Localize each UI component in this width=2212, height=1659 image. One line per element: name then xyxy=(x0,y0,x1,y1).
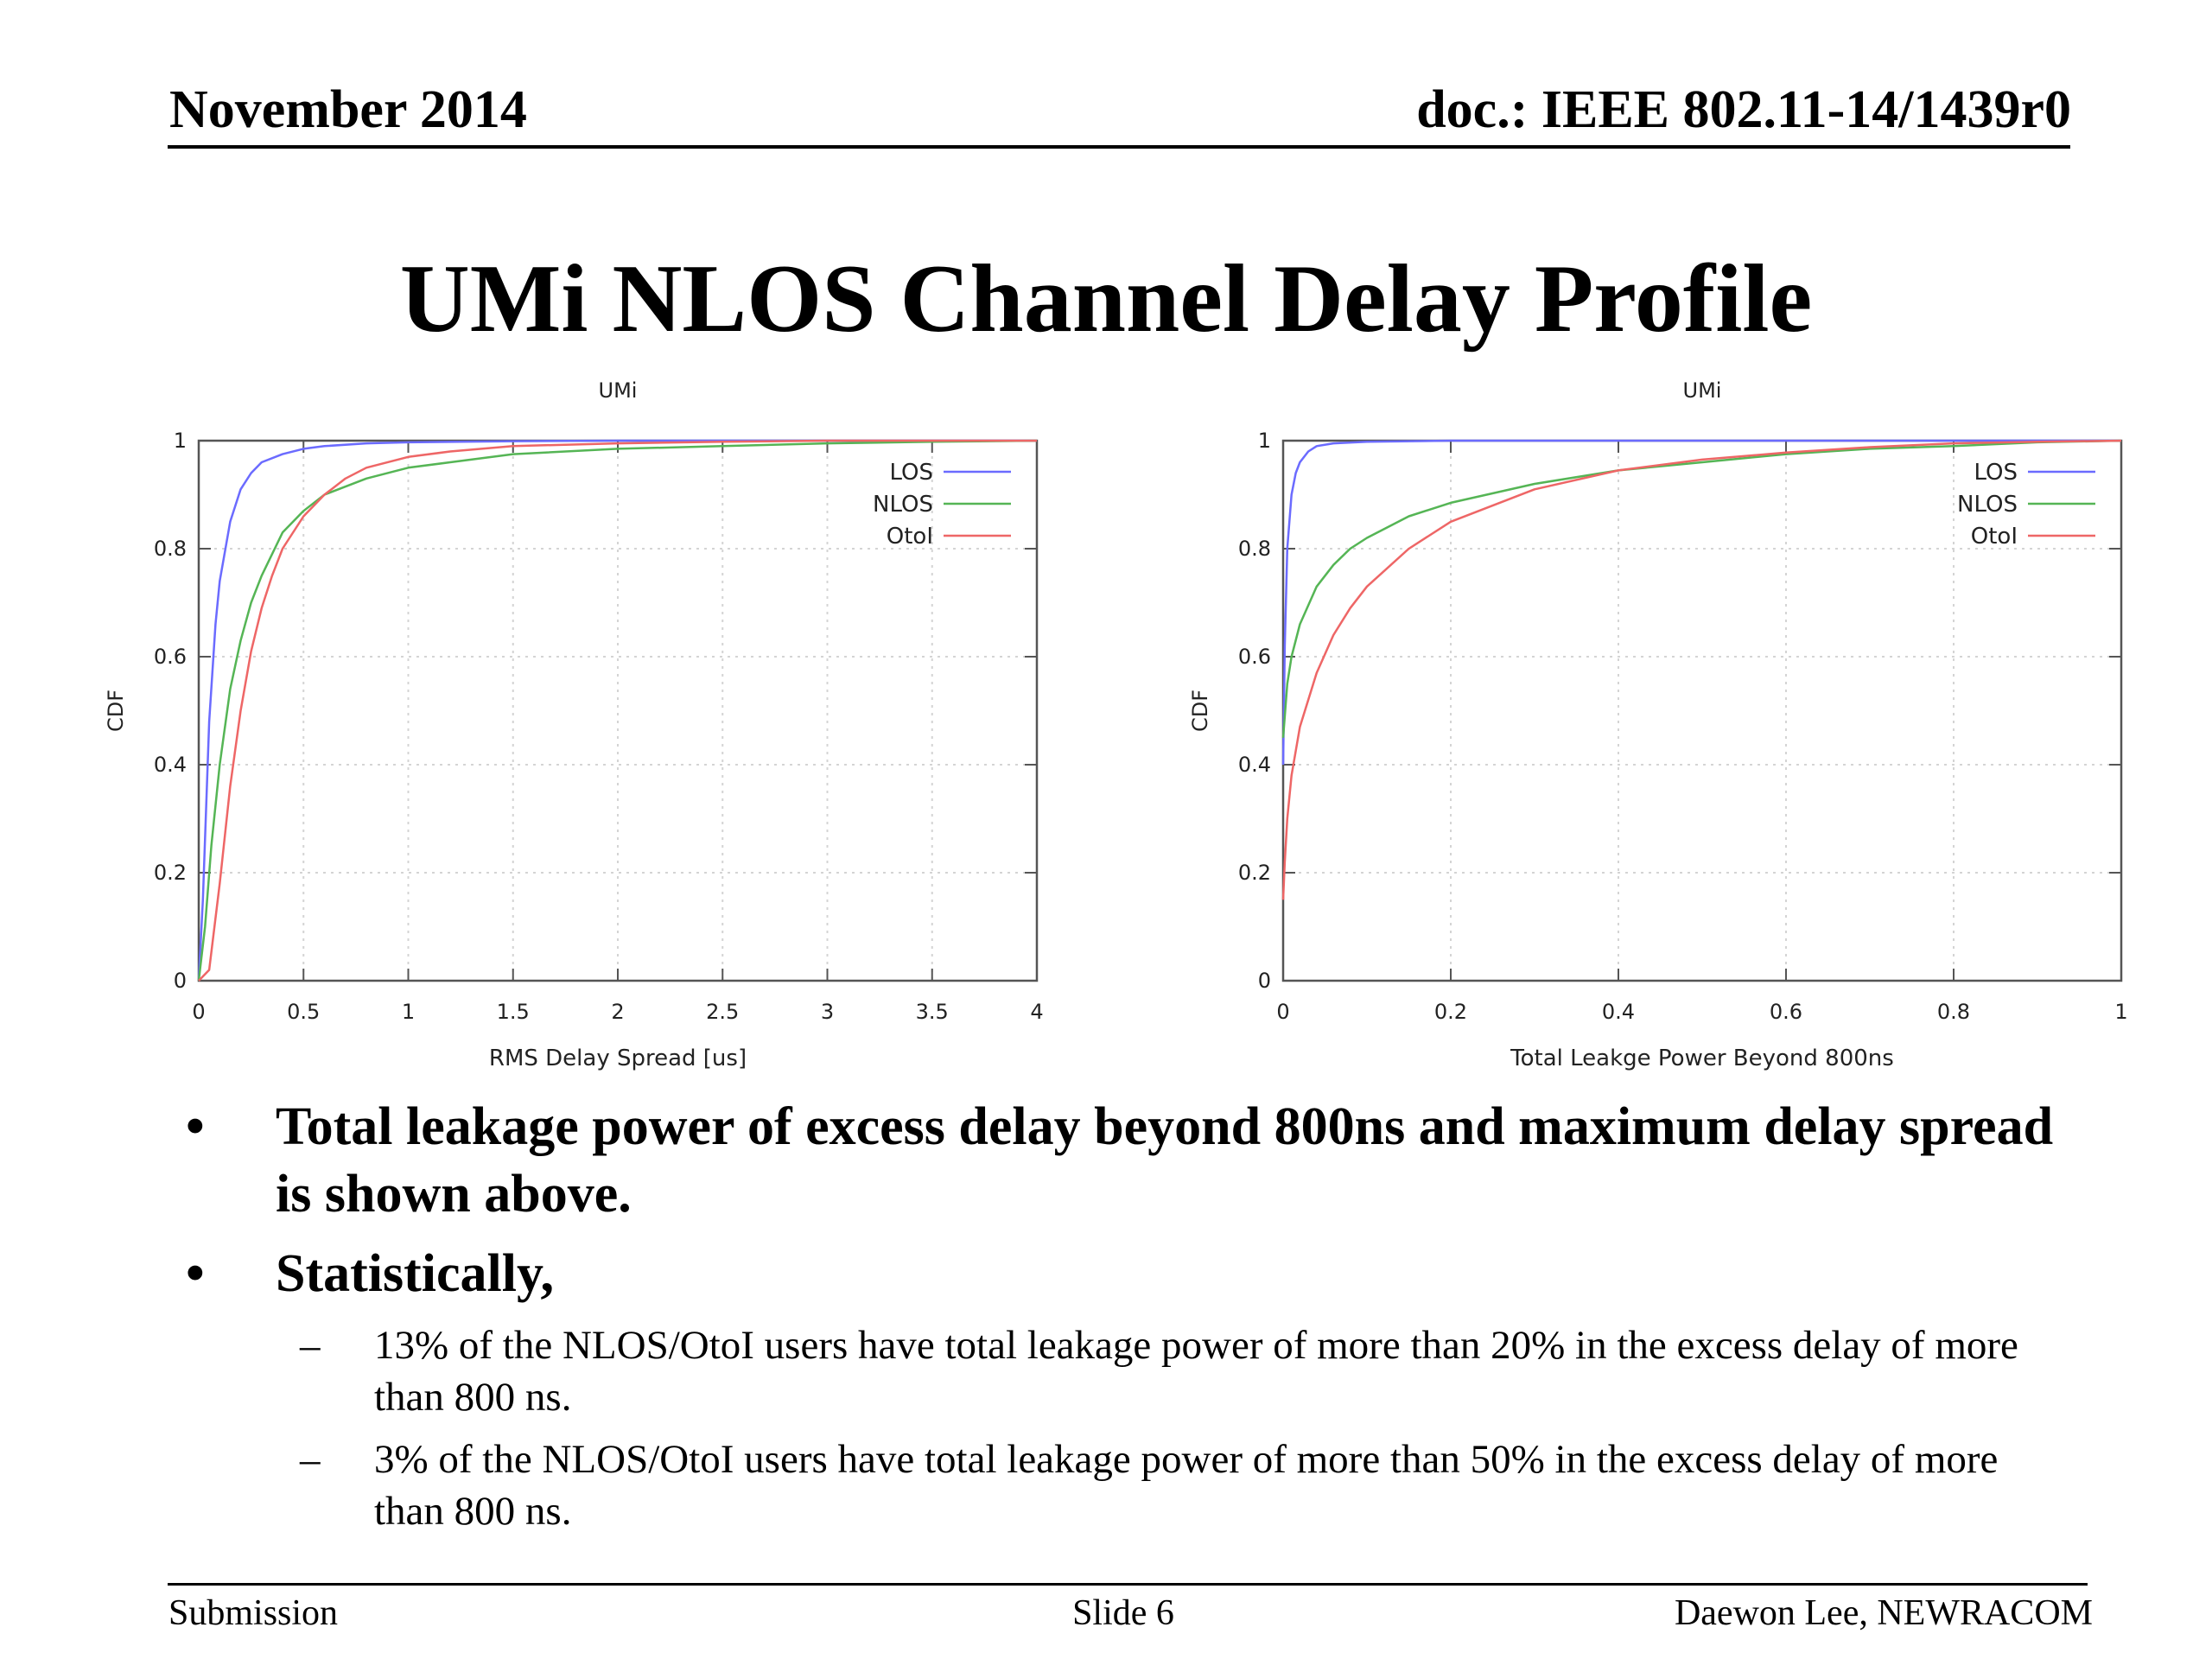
legend-label: LOS xyxy=(1974,460,2018,486)
bullet-item: • Statistically, xyxy=(186,1240,2061,1307)
footer-submission: Submission xyxy=(168,1593,339,1633)
chart-leakage-power: UMi 0 0.2 0.4 0.6 0.8 1 0 0.2 0.4 0.6 0.8 1 LOS NLOS Ot… xyxy=(1188,378,2128,1071)
x-tick-label: 1 xyxy=(2114,1000,2127,1024)
bullet-mark: • xyxy=(186,1244,205,1303)
y-tick-label: 0.4 xyxy=(154,753,187,777)
bullet-list: • Total leakage power of excess delay be… xyxy=(186,1093,2061,1548)
sub-bullet-text: 13% of the NLOS/OtoI users have total le… xyxy=(374,1323,2018,1420)
footer-author: Daewon Lee, NEWRACOM xyxy=(1674,1593,2093,1633)
y-tick-label: 0.8 xyxy=(1238,537,1271,561)
sub-bullet-mark: – xyxy=(300,1437,321,1482)
header-doc-id: doc.: IEEE 802.11-14/1439r0 xyxy=(1416,80,2071,139)
x-tick-label: 0 xyxy=(192,1000,205,1024)
x-tick-label: 1 xyxy=(402,1000,415,1024)
sub-bullet-item: – 3% of the NLOS/OtoI users have total l… xyxy=(186,1433,2061,1537)
series-line-otoi xyxy=(1281,439,2122,900)
x-axis-label: RMS Delay Spread [us] xyxy=(489,1046,747,1071)
chart-title: UMi xyxy=(599,378,638,403)
x-tick-label: 2 xyxy=(611,1000,624,1024)
bullet-mark: • xyxy=(186,1097,205,1156)
legend-label: NLOS xyxy=(873,492,933,518)
y-tick-label: 0 xyxy=(174,969,187,993)
sub-bullet-item: – 13% of the NLOS/OtoI users have total … xyxy=(186,1319,2061,1423)
series-line-nlos xyxy=(197,439,1038,982)
x-axis-label: Total Leakge Power Beyond 800ns xyxy=(1510,1046,1894,1071)
x-tick-label: 1.5 xyxy=(497,1000,530,1024)
bullet-text: Total leakage power of excess delay beyo… xyxy=(276,1097,2054,1224)
y-axis-label: CDF xyxy=(104,690,128,732)
y-tick-label: 0.2 xyxy=(1238,861,1271,885)
footer-slide-number: Slide 6 xyxy=(1072,1593,1174,1633)
chart-rms-delay-spread: UMi 0 0.5 1 1.5 2 2.5 3 3.5 4 0 0.2 0.4 0.6 0.8 1 LOS NLO… xyxy=(104,378,1044,1071)
legend-label: OtoI xyxy=(887,524,933,550)
header-rule xyxy=(168,145,2070,149)
y-tick-label: 0.2 xyxy=(154,861,187,885)
header-date: November 2014 xyxy=(169,80,527,139)
x-tick-label: 0.8 xyxy=(1937,1000,1970,1024)
y-tick-label: 0.6 xyxy=(1238,645,1271,669)
y-tick-label: 0.4 xyxy=(1238,753,1271,777)
bullet-item: • Total leakage power of excess delay be… xyxy=(186,1093,2061,1228)
x-tick-label: 3 xyxy=(821,1000,834,1024)
x-tick-label: 0.5 xyxy=(287,1000,320,1024)
y-axis-label: CDF xyxy=(1188,690,1212,732)
series-line-los xyxy=(197,439,1037,982)
bullet-text: Statistically, xyxy=(276,1244,555,1303)
x-tick-label: 4 xyxy=(1030,1000,1043,1024)
x-tick-label: 0.4 xyxy=(1602,1000,1635,1024)
y-tick-label: 0.6 xyxy=(154,645,187,669)
plot-frame xyxy=(1281,439,2123,982)
series-line-otoi xyxy=(198,439,1037,982)
y-tick-label: 1 xyxy=(1258,429,1271,453)
footer-rule xyxy=(168,1583,2088,1586)
series-line-nlos xyxy=(1281,439,2122,738)
x-tick-label: 0.6 xyxy=(1770,1000,1802,1024)
legend-label: NLOS xyxy=(1957,492,2018,518)
x-tick-label: 2.5 xyxy=(706,1000,739,1024)
y-tick-label: 1 xyxy=(174,429,187,453)
y-tick-label: 0 xyxy=(1258,969,1271,993)
sub-bullet-text: 3% of the NLOS/OtoI users have total lea… xyxy=(374,1437,1999,1534)
x-tick-label: 3.5 xyxy=(916,1000,949,1024)
series-line-los xyxy=(1281,439,2121,766)
legend-label: LOS xyxy=(889,460,933,486)
x-tick-label: 0.2 xyxy=(1434,1000,1467,1024)
y-tick-label: 0.8 xyxy=(154,537,187,561)
sub-bullet-mark: – xyxy=(300,1323,321,1368)
chart-title: UMi xyxy=(1683,378,1722,403)
legend-label: OtoI xyxy=(1971,524,2018,550)
slide-title: UMi NLOS Channel Delay Profile xyxy=(399,245,1813,353)
x-tick-label: 0 xyxy=(1276,1000,1289,1024)
